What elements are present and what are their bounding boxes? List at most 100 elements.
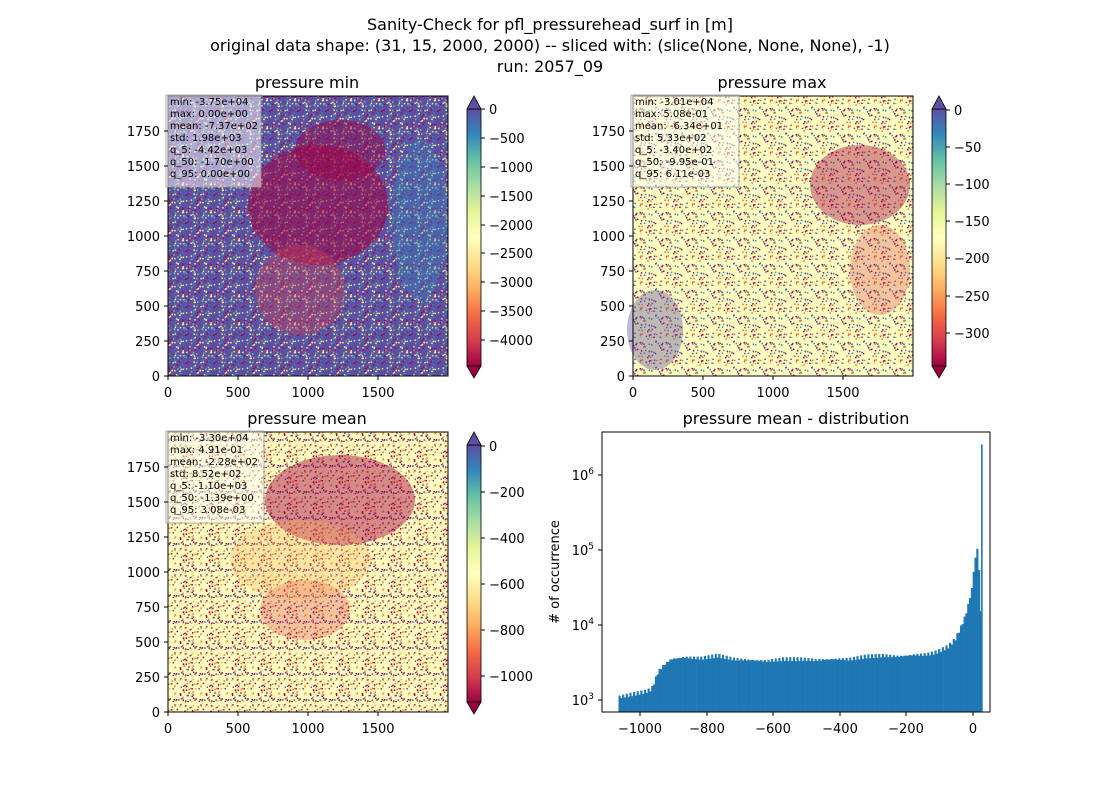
histogram-bar [930, 651, 934, 712]
histogram-bar [909, 654, 912, 712]
histogram-bar [883, 657, 886, 712]
histogram-bar [865, 658, 868, 712]
colorbar-tick-label: −1000 [489, 670, 533, 685]
panel-pressure-max: pressure max min: -3.01e+04 max: 5.08e-0… [592, 73, 990, 401]
stats-line: max: 5.08e-01 [635, 109, 708, 120]
stats-line: std: 1.98e+03 [170, 133, 242, 144]
y-tick-label: 250 [135, 335, 160, 350]
histogram-bar [841, 658, 845, 712]
y-tick-label: 1750 [127, 125, 160, 140]
histogram-bar [752, 660, 756, 712]
histogram-bar [729, 656, 732, 712]
histogram-bar [972, 571, 975, 712]
x-tick-label: 1000 [756, 386, 789, 401]
histogram-bar [707, 655, 710, 712]
histogram-bar [976, 548, 979, 712]
histogram-bar [938, 648, 941, 712]
colorbar-tick-label: −3000 [489, 276, 533, 291]
histogram-bar [669, 659, 672, 712]
histogram-bar [845, 657, 848, 712]
colorbar-extend-min [931, 365, 947, 379]
colorbar-tick-label: 0 [489, 103, 497, 118]
wet-region-east [392, 140, 448, 300]
colorbar-tick-label: −2000 [489, 219, 533, 234]
histogram-bar [874, 654, 877, 712]
x-tick-label: 1000 [291, 386, 324, 401]
x-tick-label: 500 [691, 386, 716, 401]
colorbar-tick-label: −150 [954, 215, 990, 230]
histogram-bar [703, 655, 706, 712]
histogram-bar [751, 659, 754, 712]
dry-region-south [260, 580, 350, 640]
colorbar-extend-max [466, 431, 482, 446]
stats-line: q_5: -4.42e+03 [170, 145, 247, 156]
histogram-bar [792, 657, 795, 712]
histogram-bar [680, 658, 683, 712]
histogram-bar [838, 658, 841, 712]
dry-region-northeast [810, 145, 910, 225]
histogram-bar [834, 658, 837, 712]
histogram-bar [858, 659, 861, 712]
dry-region-core [265, 455, 415, 545]
histogram-bar [682, 657, 685, 712]
histogram-bar [758, 661, 761, 712]
histogram-bar [796, 657, 799, 712]
histogram-bar [791, 661, 794, 712]
y-tick-label: 1750 [592, 125, 625, 140]
histogram-bar [818, 659, 821, 712]
histogram-bar [956, 633, 959, 712]
stats-line: max: 4.91e-01 [170, 445, 243, 456]
histogram-bar [629, 692, 632, 712]
colorbar-tick-label: −50 [954, 141, 981, 156]
colorbar-extend-max [466, 95, 482, 110]
y-tick-label: 500 [135, 300, 160, 315]
histogram-bar [954, 640, 957, 712]
y-tick-label: 500 [600, 300, 625, 315]
histogram-bar [738, 660, 741, 712]
histogram-bar [919, 653, 923, 712]
histogram-bar [780, 661, 783, 712]
stats-line: q_95: 0.00e+00 [170, 169, 250, 180]
histogram-bar [805, 661, 808, 712]
y-tick-label: 250 [600, 335, 625, 350]
histogram-bar [698, 659, 701, 712]
histogram-bar [807, 658, 810, 712]
histogram-bar [872, 657, 875, 712]
y-tick-label: 1500 [592, 160, 625, 175]
colorbar-tick-label: −3500 [489, 305, 533, 320]
stats-line: q_95: 6.11e-03 [635, 169, 710, 180]
histogram-bar [723, 658, 726, 712]
histogram-bar [820, 660, 823, 712]
x-tick-label: 1500 [361, 722, 394, 737]
figure-title: Sanity-Check for pfl_pressurehead_surf i… [210, 15, 890, 77]
colorbar-tick-label: −2500 [489, 247, 533, 262]
y-tick-label: 1000 [127, 230, 160, 245]
histogram-bar [941, 647, 944, 712]
histogram-bar [718, 654, 721, 712]
histogram-bar [907, 655, 910, 712]
histogram-bar [636, 691, 639, 712]
histogram-bar [881, 653, 884, 712]
histogram-bar [827, 659, 830, 712]
y-tick-label: 1000 [127, 566, 160, 581]
histogram-bar [969, 598, 972, 712]
axes-title: pressure max [717, 73, 826, 92]
histogram-bar [667, 662, 670, 712]
histogram-bar [809, 661, 812, 712]
histogram-bar [914, 655, 917, 712]
panel-pressure-mean: pressure mean min: -3.30e+04 max: 4.91e-… [127, 409, 533, 737]
y-tick-label: 0 [617, 370, 625, 385]
stats-box: min: -3.01e+04 max: 5.08e-01 mean: -6.34… [630, 94, 740, 188]
y-tick-label: 0 [152, 370, 160, 385]
colorbar: 0 −50 −100 −150 −200 −250 −300 [931, 95, 990, 379]
histogram-bar [923, 653, 926, 712]
stats-line: mean: -2.28e+02 [170, 457, 258, 468]
histogram-bar [656, 674, 659, 712]
histogram-bar [618, 695, 621, 712]
histogram-bar [765, 662, 768, 712]
y-tick-label: 1750 [127, 461, 160, 476]
histogram-bar [878, 653, 881, 712]
dry-region-north [295, 120, 385, 180]
stats-line: q_50: -1.39e+00 [170, 493, 254, 504]
histogram-bar [694, 659, 697, 712]
